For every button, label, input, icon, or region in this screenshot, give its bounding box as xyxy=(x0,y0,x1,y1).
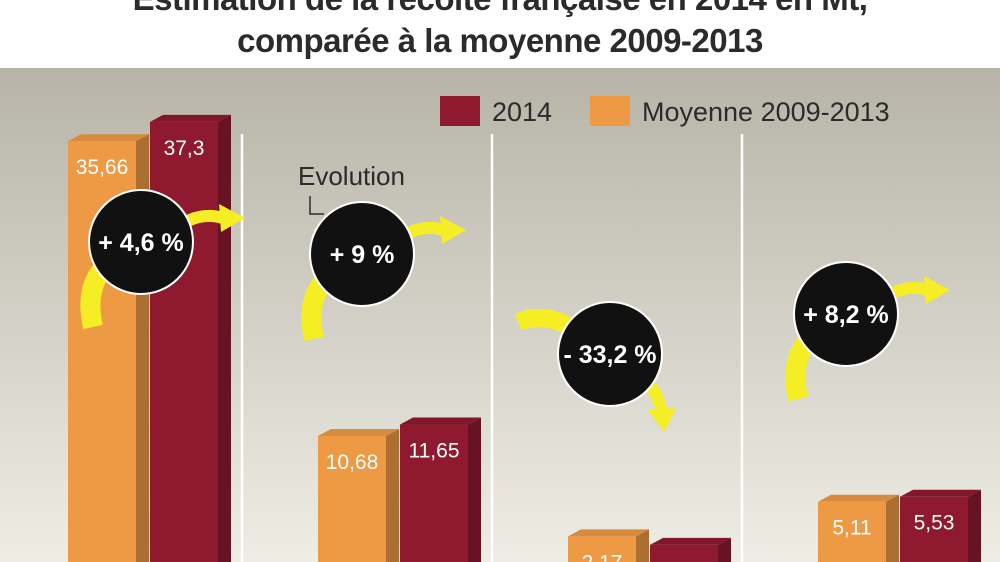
legend-swatch xyxy=(440,96,480,126)
evolution-badge: + 4,6 % xyxy=(88,189,194,295)
bar-front xyxy=(150,121,218,562)
evolution-value-label: + 4,6 % xyxy=(98,229,183,257)
bar-front xyxy=(818,501,886,562)
bar-value-label: 35,66 xyxy=(76,156,129,179)
bar-side xyxy=(718,537,731,562)
bar-top xyxy=(818,494,899,502)
bar-side xyxy=(886,494,899,562)
bar-value-label: 1,45 xyxy=(664,560,705,562)
bar-top xyxy=(400,417,481,425)
bar-value-label: 2,17 xyxy=(582,551,623,562)
evolution-value-label: + 9 % xyxy=(330,241,395,269)
legend-swatch xyxy=(590,96,630,126)
evolution-badge: + 9 % xyxy=(309,201,415,307)
evolution-value-label: + 8,2 % xyxy=(803,301,888,329)
bar: 5,53 xyxy=(900,489,981,562)
bar-top xyxy=(318,428,399,436)
bar-value-label: 5,53 xyxy=(914,512,955,535)
chart-title-line-2: comparée à la moyenne 2009-2013 xyxy=(237,22,763,59)
bar-front xyxy=(568,536,636,562)
bar-front xyxy=(900,496,968,562)
bar: 37,3 xyxy=(150,114,231,562)
legend-item: 2014 xyxy=(440,96,552,127)
bar-side xyxy=(968,489,981,562)
bar: 11,65 xyxy=(400,417,481,562)
legend-label: 2014 xyxy=(492,97,552,127)
bar-side xyxy=(218,114,231,562)
chart-title-line-1: Estimation de la récolte française en 20… xyxy=(0,0,1000,18)
evolution-value-label: - 33,2 % xyxy=(563,341,656,369)
bar-top xyxy=(650,537,731,545)
bar-value-label: 11,65 xyxy=(409,440,460,463)
bar: 2,17 xyxy=(568,529,649,562)
bar-top xyxy=(568,529,649,537)
legend-label: Moyenne 2009-2013 xyxy=(642,97,890,127)
evolution-badge: - 33,2 % xyxy=(557,301,663,407)
bar-top xyxy=(68,134,149,142)
bar-side xyxy=(636,529,649,562)
bar-value-label: 5,11 xyxy=(832,517,871,540)
evolution-label: Evolution xyxy=(298,161,405,191)
bar: 5,11 xyxy=(818,494,899,562)
bar-side xyxy=(386,428,399,562)
bar-front xyxy=(650,544,718,562)
evolution-label-pointer xyxy=(309,196,324,215)
bar-top xyxy=(150,114,231,122)
bar-value-label: 37,3 xyxy=(164,137,205,160)
bar: 1,45 xyxy=(650,537,731,562)
evolution-badge: + 8,2 % xyxy=(793,261,899,367)
bar-front xyxy=(400,424,468,562)
bar-side xyxy=(468,417,481,562)
bar-front xyxy=(318,435,386,562)
legend-item: Moyenne 2009-2013 xyxy=(590,96,890,127)
bar: 10,68 xyxy=(318,428,399,562)
bar-top xyxy=(900,489,981,497)
bar-value-label: 10,68 xyxy=(326,451,379,474)
